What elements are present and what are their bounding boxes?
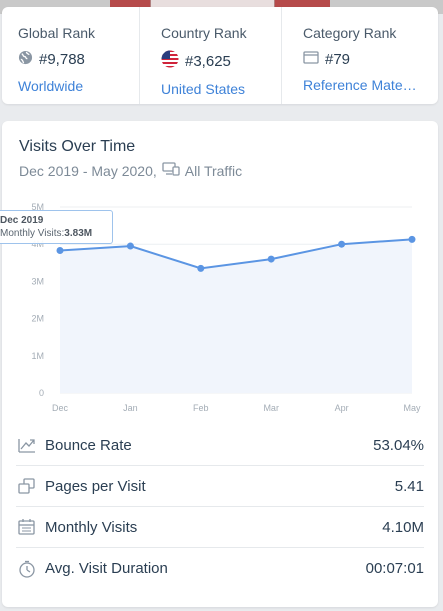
metric-label: Pages per Visit <box>45 477 146 495</box>
country-rank-value: #3,625 <box>185 52 231 70</box>
global-rank-value: #9,788 <box>39 51 85 68</box>
x-tick-label: Mar <box>263 403 279 413</box>
data-point <box>338 240 346 248</box>
traffic-type: All Traffic <box>184 162 243 179</box>
globe-icon <box>18 50 33 69</box>
metric-value: 5.41 <box>394 477 424 495</box>
tooltip-value: Monthly Visits:3.83M <box>0 228 93 239</box>
data-point <box>267 255 275 263</box>
category-rank-value-row: #79 <box>303 50 438 68</box>
metric-label: Avg. Visit Duration <box>45 560 168 577</box>
metric-value: 53.04% <box>373 436 424 454</box>
date-range: Dec 2019 - May 2020, <box>19 162 157 179</box>
tooltip-date: Dec 2019 <box>0 215 44 226</box>
metric-avg-visit-duration: Avg. Visit Duration 00:07:01 <box>16 548 424 589</box>
devices-icon <box>162 162 180 179</box>
global-rank-link[interactable]: Worldwide <box>18 78 84 94</box>
data-point <box>126 242 134 250</box>
series-line <box>59 238 413 270</box>
x-tick-label: May <box>403 403 421 413</box>
data-point <box>56 247 64 255</box>
data-point <box>408 235 416 243</box>
country-rank-label: Country Rank <box>161 25 247 41</box>
chart-tooltip: Dec 2019 Monthly Visits:3.83M <box>0 210 113 244</box>
metric-pages-per-visit: Pages per Visit 5.41 <box>16 466 424 507</box>
area-fill <box>60 239 412 393</box>
category-rank: Category Rank #79 Reference Materi... <box>281 7 438 104</box>
us-flag-icon <box>161 50 179 72</box>
visits-card: Visits Over Time Dec 2019 - May 2020, Al… <box>0 121 438 607</box>
y-tick-label: 0 <box>39 388 44 398</box>
y-tick-label: 1M <box>31 351 44 361</box>
x-tick-label: Apr <box>335 403 349 413</box>
bounce-rate-icon <box>16 435 42 455</box>
metric-value: 4.10M <box>382 518 424 536</box>
visits-title: Visits Over Time <box>19 138 136 155</box>
country-rank-link[interactable]: United States <box>161 81 246 97</box>
metric-bounce-rate: Bounce Rate 53.04% <box>16 425 424 466</box>
metric-value: 00:07:01 <box>365 560 424 577</box>
pages-icon <box>16 476 42 496</box>
visits-chart: 0 1M 2M 3M 4M 5M Dec Jan Feb Mar Apr May <box>2 196 438 421</box>
visits-subtitle: Dec 2019 - May 2020, All Traffic <box>19 162 242 179</box>
x-tick-label: Jan <box>123 403 138 413</box>
category-rank-label: Category Rank <box>303 25 397 41</box>
ranks-card: Global Rank #9,788 Worldwide Country Ran… <box>2 7 438 104</box>
category-rank-link[interactable]: Reference Materi... <box>303 77 421 93</box>
stopwatch-icon <box>16 559 42 579</box>
y-tick-label: 5M <box>31 202 44 212</box>
category-icon <box>303 50 319 68</box>
metrics-list: Bounce Rate 53.04% Pages per Visit 5.41 … <box>16 425 424 589</box>
global-rank: Global Rank #9,788 Worldwide <box>2 7 139 104</box>
country-rank-value-row: #3,625 <box>161 50 281 72</box>
metric-label: Monthly Visits <box>45 518 138 536</box>
visits-chart-svg: 0 1M 2M 3M 4M 5M Dec Jan Feb Mar Apr May <box>31 202 421 413</box>
y-tick-label: 4M <box>31 239 44 249</box>
metric-label: Bounce Rate <box>45 436 132 454</box>
x-tick-label: Dec <box>52 403 69 413</box>
y-tick-label: 3M <box>31 276 44 286</box>
category-rank-value: #79 <box>325 50 351 68</box>
data-point <box>197 264 205 272</box>
calendar-icon <box>16 517 42 537</box>
global-rank-value-row: #9,788 <box>18 50 139 69</box>
y-tick-label: 2M <box>31 314 44 324</box>
metric-monthly-visits: Monthly Visits 4.10M <box>16 507 424 548</box>
global-rank-label: Global Rank <box>18 25 96 41</box>
country-rank: Country Rank #3,625 Unit <box>139 7 281 104</box>
x-tick-label: Feb <box>193 403 209 413</box>
